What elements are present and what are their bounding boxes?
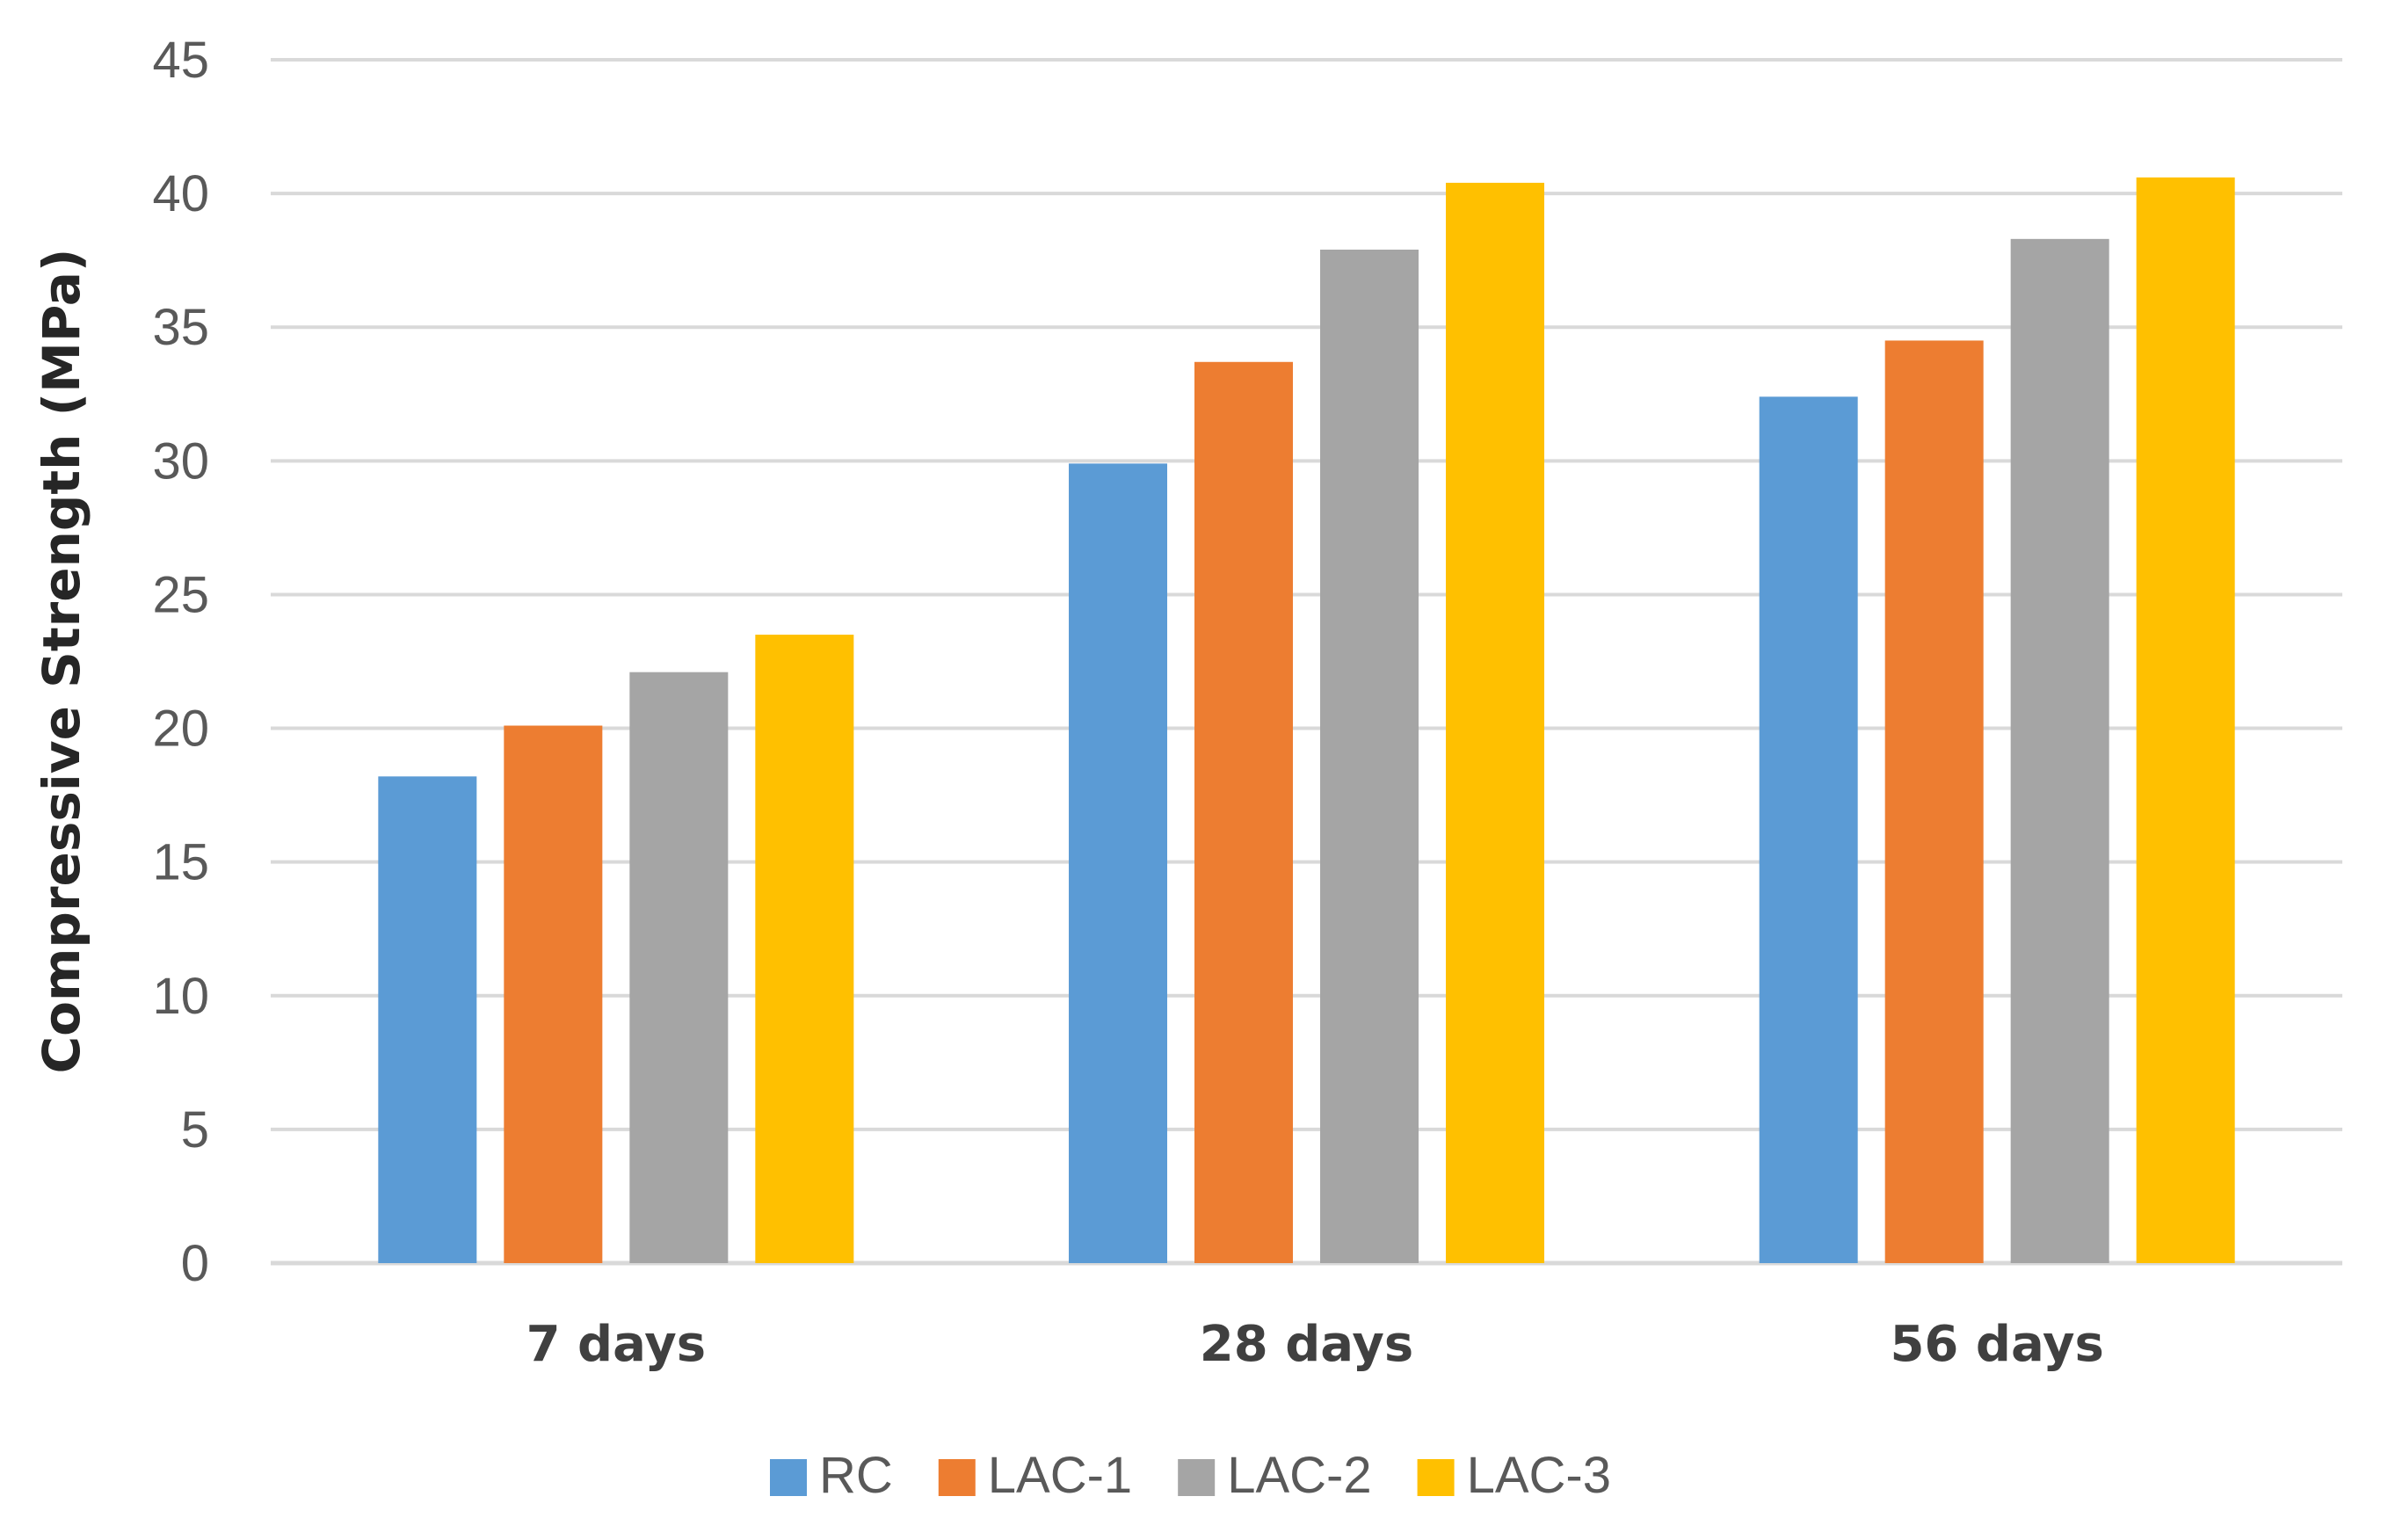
y-tick-label: 45 <box>152 32 209 89</box>
y-tick-label: 0 <box>181 1235 209 1292</box>
bar-lac-3-56-days <box>2136 177 2235 1263</box>
bar-rc-28-days <box>1069 463 1167 1263</box>
bar-lac-2-7-days <box>629 672 729 1263</box>
bar-rc-7-days <box>378 776 477 1263</box>
bar-lac-2-56-days <box>2010 238 2109 1264</box>
x-category-labels: 7 days 28 days 56 days <box>526 1316 2104 1373</box>
y-tick-label: 15 <box>152 834 209 891</box>
y-tick-label: 30 <box>152 432 209 490</box>
bar-lac-1-28-days <box>1194 361 1293 1263</box>
legend-swatch-lac-3 <box>1417 1459 1455 1496</box>
x-category-label: 28 days <box>1200 1316 1413 1373</box>
legend-label-lac-2: LAC-2 <box>1227 1447 1371 1504</box>
y-tick-label: 25 <box>152 566 209 623</box>
gridlines <box>271 58 2342 1266</box>
y-tick-label: 20 <box>152 701 209 758</box>
legend-label-lac-1: LAC-1 <box>988 1447 1132 1504</box>
bar-lac-1-56-days <box>1884 340 1984 1263</box>
y-tick-label: 40 <box>152 165 209 222</box>
y-tick-label: 5 <box>181 1101 209 1159</box>
legend-swatch-lac-1 <box>938 1459 976 1496</box>
y-tick-label: 35 <box>152 299 209 356</box>
y-axis-title: Compressive Strength (MPa) <box>32 249 91 1074</box>
bar-lac-3-7-days <box>755 635 854 1263</box>
legend-swatch-rc <box>770 1459 807 1496</box>
legend-swatch-lac-2 <box>1178 1459 1216 1496</box>
y-tick-label: 10 <box>152 968 209 1025</box>
bar-lac-3-28-days <box>1446 182 1544 1263</box>
legend-label-rc: RC <box>819 1447 893 1504</box>
x-category-label: 7 days <box>526 1316 706 1373</box>
legend-label-lac-3: LAC-3 <box>1467 1447 1611 1504</box>
bar-lac-1-7-days <box>504 725 603 1263</box>
bar-lac-2-28-days <box>1320 249 1419 1263</box>
x-category-label: 56 days <box>1890 1316 2103 1373</box>
bars <box>378 177 2235 1264</box>
bar-rc-56-days <box>1759 396 1858 1263</box>
legend: RC LAC-1 LAC-2 LAC-3 <box>770 1447 1611 1504</box>
y-tick-labels: 0 5 10 15 20 25 30 35 40 45 <box>152 32 209 1292</box>
